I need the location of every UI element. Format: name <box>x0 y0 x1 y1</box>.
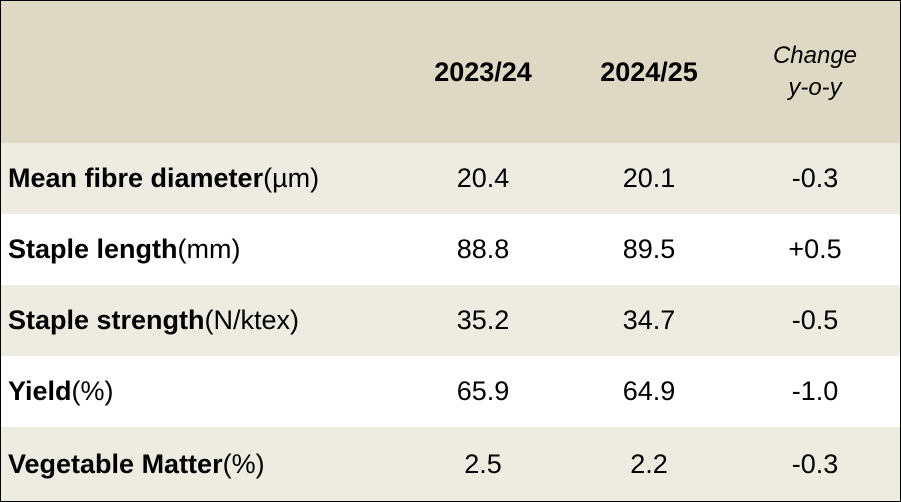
row-label-unit: (N/ktex) <box>204 305 300 335</box>
table-row-staple-strength: Staple strength (N/ktex) 35.2 34.7 -0.5 <box>1 285 900 356</box>
value-change: -0.3 <box>791 448 839 479</box>
value-2024-25: 64.9 <box>622 376 676 406</box>
value-2023-24: 88.8 <box>456 234 510 264</box>
value-2023-24: 20.4 <box>456 163 510 193</box>
value-2023-24: 2.5 <box>464 448 502 479</box>
value-2023-24: 65.9 <box>456 376 510 406</box>
value-2024-25: 89.5 <box>622 234 676 264</box>
value-2024-25: 20.1 <box>622 163 676 193</box>
row-label: Staple strength (N/ktex) <box>8 285 408 356</box>
row-label-name: Staple length <box>8 234 178 264</box>
row-label-name: Yield <box>8 376 72 406</box>
row-label: Yield (%) <box>8 356 408 427</box>
header-change-line1: Change <box>772 42 858 69</box>
row-label-unit: (µm) <box>263 163 320 193</box>
table-header-row: 2023/24 2024/25 Change y-o-y <box>1 1 900 143</box>
value-2024-25: 2.2 <box>630 448 668 479</box>
value-2024-25: 34.7 <box>622 305 676 335</box>
header-2024-25: 2024/25 <box>600 56 698 87</box>
value-change: -0.5 <box>791 305 839 335</box>
table-row-mean-fibre-diameter: Mean fibre diameter (µm) 20.4 20.1 -0.3 <box>1 143 900 214</box>
header-2023-24: 2023/24 <box>434 56 532 87</box>
header-change-yoy: Change y-o-y <box>745 1 885 143</box>
value-change: -1.0 <box>791 376 839 406</box>
table-row-staple-length: Staple length (mm) 88.8 89.5 +0.5 <box>1 214 900 285</box>
row-label-unit: (%) <box>71 376 114 406</box>
row-label: Vegetable Matter (%) <box>8 427 408 501</box>
row-label-unit: (%) <box>222 448 265 479</box>
value-change: -0.3 <box>791 163 839 193</box>
row-label-name: Mean fibre diameter <box>8 163 264 193</box>
row-label-name: Vegetable Matter <box>8 448 223 479</box>
header-change-line2: y-o-y <box>788 74 842 101</box>
row-label: Staple length (mm) <box>8 214 408 285</box>
row-label: Mean fibre diameter (µm) <box>8 143 408 214</box>
table-row-yield: Yield (%) 65.9 64.9 -1.0 <box>1 356 900 427</box>
table-row-vegetable-matter: Vegetable Matter (%) 2.5 2.2 -0.3 <box>1 427 900 501</box>
value-2023-24: 35.2 <box>456 305 510 335</box>
value-change: +0.5 <box>788 234 842 264</box>
row-label-unit: (mm) <box>177 234 241 264</box>
row-label-name: Staple strength <box>8 305 205 335</box>
